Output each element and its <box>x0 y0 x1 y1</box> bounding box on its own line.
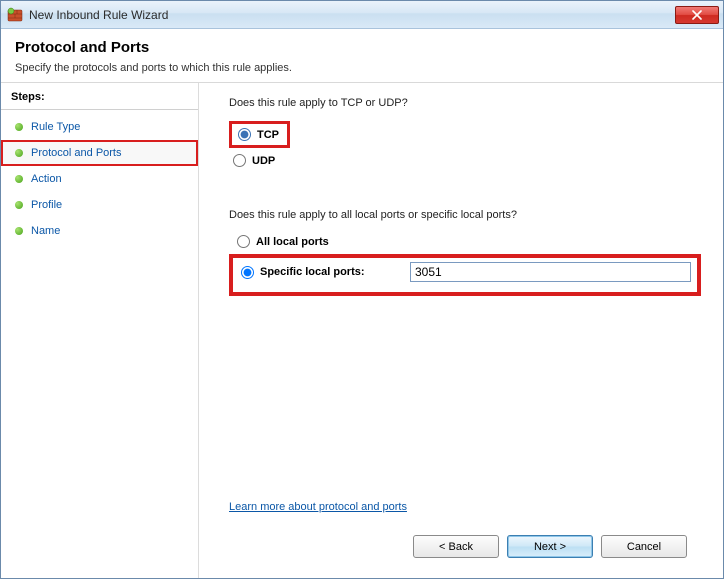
firewall-icon <box>7 7 23 23</box>
step-bullet-icon <box>15 123 23 131</box>
page-heading: Protocol and Ports <box>15 39 709 56</box>
wizard-content: Does this rule apply to TCP or UDP? TCP … <box>199 83 723 578</box>
step-action[interactable]: Action <box>1 166 198 192</box>
ports-group: All local ports Specific local ports: Ex… <box>229 233 701 312</box>
learn-more-link[interactable]: Learn more about protocol and ports <box>229 501 701 513</box>
radio-specific-ports[interactable] <box>241 266 254 279</box>
step-bullet-icon <box>15 227 23 235</box>
wizard-header: Protocol and Ports Specify the protocols… <box>1 29 723 83</box>
step-protocol-ports[interactable]: Protocol and Ports <box>1 140 198 166</box>
next-button[interactable]: Next > <box>507 535 593 558</box>
step-label: Action <box>31 173 62 185</box>
titlebar: New Inbound Rule Wizard <box>1 1 723 29</box>
step-bullet-icon <box>15 149 23 157</box>
radio-udp-label: UDP <box>252 155 275 167</box>
step-label: Protocol and Ports <box>31 147 122 159</box>
highlight-tcp-box: TCP <box>229 121 290 148</box>
wizard-window: New Inbound Rule Wizard Protocol and Por… <box>0 0 724 579</box>
steps-sidebar: Steps: Rule Type Protocol and Ports Acti… <box>1 83 199 578</box>
wizard-footer: < Back Next > Cancel <box>229 525 701 570</box>
back-button[interactable]: < Back <box>413 535 499 558</box>
step-rule-type[interactable]: Rule Type <box>1 114 198 140</box>
cancel-button[interactable]: Cancel <box>601 535 687 558</box>
radio-tcp[interactable] <box>238 128 251 141</box>
radio-all-ports[interactable] <box>237 235 250 248</box>
radio-specific-ports-label: Specific local ports: <box>260 266 410 278</box>
step-profile[interactable]: Profile <box>1 192 198 218</box>
close-button[interactable] <box>675 6 719 24</box>
wizard-main: Steps: Rule Type Protocol and Ports Acti… <box>1 83 723 578</box>
window-title: New Inbound Rule Wizard <box>29 8 675 22</box>
highlight-ports-box: Specific local ports: <box>229 254 701 296</box>
steps-label: Steps: <box>1 89 198 110</box>
page-subtitle: Specify the protocols and ports to which… <box>15 62 709 74</box>
step-label: Rule Type <box>31 121 80 133</box>
specific-ports-input[interactable] <box>410 262 691 282</box>
content-body: Does this rule apply to TCP or UDP? TCP … <box>229 97 701 471</box>
ports-question: Does this rule apply to all local ports … <box>229 209 701 221</box>
radio-tcp-label: TCP <box>257 129 279 141</box>
radio-all-ports-label: All local ports <box>256 236 329 248</box>
step-bullet-icon <box>15 175 23 183</box>
step-bullet-icon <box>15 201 23 209</box>
step-label: Profile <box>31 199 62 211</box>
step-label: Name <box>31 225 60 237</box>
radio-udp[interactable] <box>233 154 246 167</box>
protocol-question: Does this rule apply to TCP or UDP? <box>229 97 701 109</box>
step-name[interactable]: Name <box>1 218 198 244</box>
close-icon <box>692 10 702 20</box>
